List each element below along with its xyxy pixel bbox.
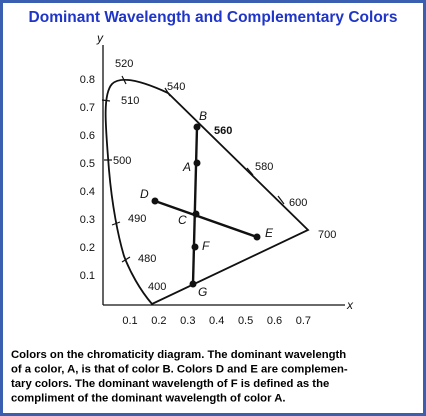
x-axis-label: x	[346, 298, 354, 312]
x-tick-label: 0.2	[151, 315, 166, 327]
y-tick-label: 0.2	[80, 242, 95, 254]
wavelength-label: 510	[121, 95, 139, 107]
point-label: D	[140, 187, 149, 201]
spectral-locus	[104, 79, 310, 306]
wavelength-label: 580	[255, 161, 273, 173]
wavelength-label: 700	[318, 229, 336, 241]
x-tick-label: 0.6	[267, 315, 282, 327]
point-label: A	[182, 160, 191, 174]
wavelength-label: 520	[115, 58, 133, 70]
title: Dominant Wavelength and Complementary Co…	[29, 9, 398, 26]
locus-ticks	[101, 75, 285, 263]
point-label: E	[265, 226, 274, 240]
y-tick-label: 0.4	[80, 186, 95, 198]
x-tick-label: 0.5	[238, 315, 253, 327]
wavelength-label: 400	[148, 281, 166, 293]
caption-line: Colors on the chromaticity diagram. The …	[11, 349, 346, 361]
wavelength-label: 500	[113, 155, 131, 167]
point-label: G	[198, 285, 207, 299]
x-tick-label: 0.1	[122, 315, 137, 327]
construction-lines	[154, 126, 258, 285]
y-tick-label: 0.5	[80, 158, 95, 170]
wavelength-label: 480	[138, 253, 156, 265]
axes	[102, 45, 345, 306]
wavelength-label: 560	[214, 125, 232, 137]
wavelength-label: 540	[167, 81, 185, 93]
caption-line: tary colors. The dominant wavelength of …	[11, 378, 329, 390]
caption-line: compliment of the dominant wavelength of…	[11, 393, 286, 405]
caption-line: of a color, A, is that of color B. Color…	[11, 364, 348, 376]
x-tick-label: 0.7	[296, 315, 311, 327]
x-tick-label: 0.4	[209, 315, 224, 327]
x-tick-label: 0.3	[180, 315, 195, 327]
point-label: C	[178, 213, 187, 227]
point-label: B	[199, 109, 207, 123]
wavelength-label: 600	[289, 197, 307, 209]
y-tick-label: 0.3	[80, 214, 95, 226]
wavelength-label: 490	[128, 213, 146, 225]
y-tick-label: 0.7	[80, 102, 95, 114]
y-tick-label: 0.1	[80, 270, 95, 282]
point-label: F	[202, 239, 210, 253]
y-tick-label: 0.6	[80, 130, 95, 142]
y-axis-label: y	[96, 31, 104, 45]
y-tick-label: 0.8	[80, 74, 95, 86]
labels: y x 0.1 0.2 0.3 0.4 0.5 0.6 0.7 0.1 0.2 0.3 0.4 0.5 0.…	[11, 31, 354, 405]
points	[151, 123, 261, 288]
